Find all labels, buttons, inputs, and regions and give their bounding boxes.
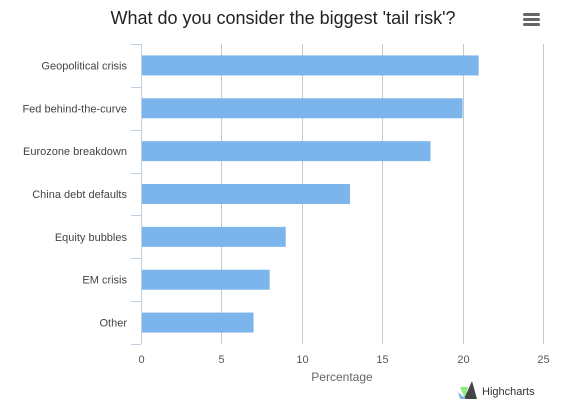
x-tick-label: 25 bbox=[537, 354, 549, 366]
bar[interactable] bbox=[141, 141, 431, 162]
bar[interactable] bbox=[141, 269, 270, 290]
category-label: Geopolitical crisis bbox=[41, 60, 127, 72]
x-tick-label: 0 bbox=[138, 354, 144, 366]
hamburger-menu-icon bbox=[523, 13, 540, 26]
bar[interactable] bbox=[141, 312, 254, 333]
bar[interactable] bbox=[141, 98, 463, 119]
x-tick-label: 20 bbox=[457, 354, 469, 366]
x-tick-label: 10 bbox=[296, 354, 308, 366]
x-axis-ticks: 0 5 10 15 20 25 bbox=[138, 354, 549, 366]
chart-title: What do you consider the biggest 'tail r… bbox=[110, 8, 455, 28]
category-label: Fed behind-the-curve bbox=[22, 103, 127, 115]
category-label: China debt defaults bbox=[32, 189, 127, 201]
category-label: Other bbox=[99, 318, 127, 330]
highcharts-logo-icon bbox=[458, 381, 477, 399]
x-tick-label: 15 bbox=[376, 354, 388, 366]
x-axis-title: Percentage bbox=[311, 370, 373, 384]
bar[interactable] bbox=[141, 226, 286, 247]
category-label: Eurozone breakdown bbox=[23, 146, 127, 158]
context-menu-button[interactable] bbox=[519, 8, 545, 30]
bars bbox=[141, 55, 479, 333]
credits-link[interactable]: Highcharts bbox=[458, 381, 535, 399]
category-label: Equity bubbles bbox=[55, 232, 128, 244]
bar[interactable] bbox=[141, 184, 351, 204]
category-labels: Geopolitical crisis Fed behind-the-curve E… bbox=[22, 44, 141, 345]
credits-label[interactable]: Highcharts bbox=[482, 386, 535, 398]
category-label: EM crisis bbox=[82, 275, 127, 287]
x-tick-label: 5 bbox=[218, 354, 224, 366]
bar[interactable] bbox=[141, 55, 479, 76]
